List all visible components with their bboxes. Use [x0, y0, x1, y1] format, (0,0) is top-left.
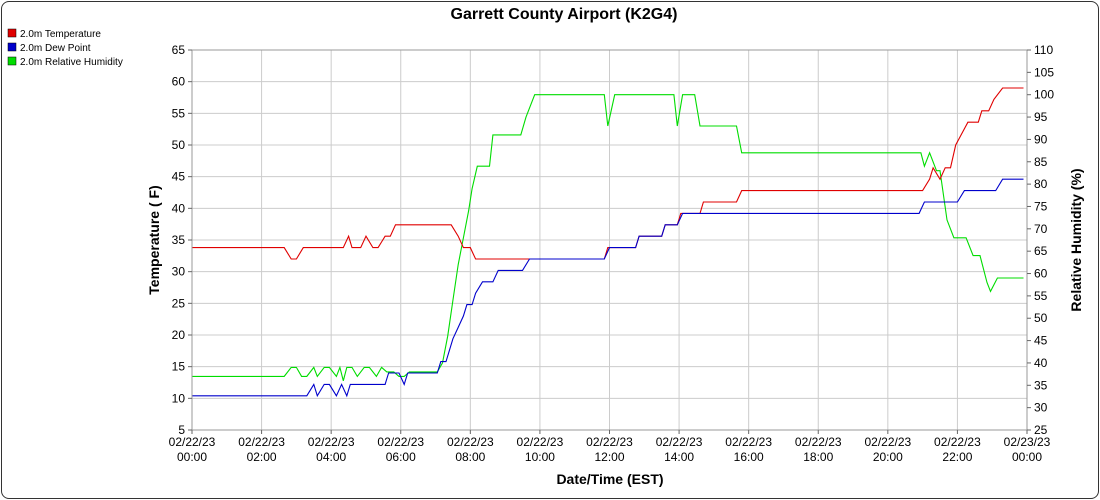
- x-tick-time: 00:00: [1012, 450, 1042, 464]
- legend-item-temperature: 2.0m Temperature: [7, 28, 101, 40]
- x-tick-date: 02/23/23: [1004, 435, 1051, 449]
- x-tick-date: 02/22/23: [864, 435, 911, 449]
- series-layer: [192, 87, 1024, 398]
- legend-label-temperature: 2.0m Temperature: [20, 29, 101, 40]
- y-tick-label: 10: [172, 391, 186, 405]
- chart-title: Garrett County Airport (K2G4): [451, 6, 678, 23]
- x-tick-time: 14:00: [664, 450, 694, 464]
- series-line-dew-point: [192, 178, 1024, 398]
- legend-swatch-temperature: [7, 28, 17, 38]
- y-tick-label: 5: [178, 423, 185, 437]
- y-tick-label: 40: [172, 201, 186, 215]
- x-tick-time: 06:00: [386, 450, 416, 464]
- x-tick-time: 00:00: [177, 450, 207, 464]
- y2-tick-label: 80: [1034, 177, 1048, 191]
- x-tick-date: 02/22/23: [447, 435, 494, 449]
- y-tick-label: 50: [172, 138, 186, 152]
- y-tick-label: 55: [172, 106, 186, 120]
- y2-tick-label: 75: [1034, 199, 1048, 213]
- x-axis: 02/22/2300:0002/22/2302:0002/22/2304:000…: [169, 430, 1051, 464]
- y-tick-label: 60: [172, 75, 186, 89]
- y2-tick-label: 40: [1034, 356, 1048, 370]
- x-tick-date: 02/22/23: [934, 435, 981, 449]
- x-tick-date: 02/22/23: [725, 435, 772, 449]
- x-tick-time: 12:00: [594, 450, 624, 464]
- y2-tick-label: 60: [1034, 267, 1048, 281]
- legend-label-relative-humidity: 2.0m Relative Humidity: [20, 57, 123, 68]
- x-tick-date: 02/22/23: [308, 435, 355, 449]
- x-axis-title: Date/Time (EST): [556, 471, 663, 487]
- legend-item-dew-point: 2.0m Dew Point: [7, 42, 91, 54]
- x-tick-date: 02/22/23: [795, 435, 842, 449]
- y-tick-label: 25: [172, 296, 186, 310]
- y2-tick-label: 105: [1034, 65, 1054, 79]
- x-tick-date: 02/22/23: [377, 435, 424, 449]
- y2-tick-label: 85: [1034, 155, 1048, 169]
- x-tick-time: 22:00: [942, 450, 972, 464]
- x-tick-date: 02/22/23: [169, 435, 216, 449]
- legend-item-relative-humidity: 2.0m Relative Humidity: [7, 56, 123, 68]
- legend-swatch-relative-humidity: [7, 56, 17, 66]
- y-tick-label: 20: [172, 328, 186, 342]
- x-tick-time: 02:00: [247, 450, 277, 464]
- y2-tick-label: 55: [1034, 289, 1048, 303]
- x-tick-time: 20:00: [873, 450, 903, 464]
- y-tick-label: 35: [172, 233, 186, 247]
- y-tick-label: 65: [172, 43, 186, 57]
- y2-tick-label: 30: [1034, 401, 1048, 415]
- x-tick-date: 02/22/23: [586, 435, 633, 449]
- series-line-relative-humidity: [192, 94, 1024, 381]
- x-tick-time: 10:00: [525, 450, 555, 464]
- y2-tick-label: 50: [1034, 311, 1048, 325]
- y2-tick-label: 90: [1034, 132, 1048, 146]
- legend: 2.0m Temperature 2.0m Dew Point 2.0m Rel…: [7, 28, 123, 68]
- left-axis: 5 10 15 20 25 30 35 40 45 50 55 60 65: [172, 43, 192, 437]
- y-tick-label: 15: [172, 360, 186, 374]
- x-tick-date: 02/22/23: [517, 435, 564, 449]
- x-tick-date: 02/22/23: [656, 435, 703, 449]
- y2-axis-title: Relative Humidity (%): [1068, 168, 1084, 311]
- y2-tick-label: 35: [1034, 378, 1048, 392]
- y-tick-label: 45: [172, 170, 186, 184]
- y2-tick-label: 95: [1034, 110, 1048, 124]
- y-axis-title: Temperature ( F): [146, 185, 162, 294]
- legend-swatch-dew-point: [7, 42, 17, 52]
- y2-tick-label: 110: [1034, 43, 1053, 57]
- x-tick-time: 16:00: [734, 450, 764, 464]
- x-tick-time: 08:00: [455, 450, 485, 464]
- y2-tick-label: 70: [1034, 222, 1048, 236]
- grid: [191, 49, 1028, 431]
- x-tick-time: 04:00: [316, 450, 346, 464]
- x-tick-time: 18:00: [803, 450, 833, 464]
- y2-tick-label: 45: [1034, 334, 1048, 348]
- y2-tick-label: 25: [1034, 423, 1048, 437]
- x-tick-date: 02/22/23: [238, 435, 285, 449]
- y2-tick-label: 65: [1034, 244, 1048, 258]
- y2-tick-label: 100: [1034, 88, 1054, 102]
- y-tick-label: 30: [172, 265, 186, 279]
- legend-label-dew-point: 2.0m Dew Point: [20, 43, 91, 54]
- right-axis: 25 30 35 40 45 50 55 60 65 70 75 80 85 90 95 100 105 110: [1027, 43, 1054, 437]
